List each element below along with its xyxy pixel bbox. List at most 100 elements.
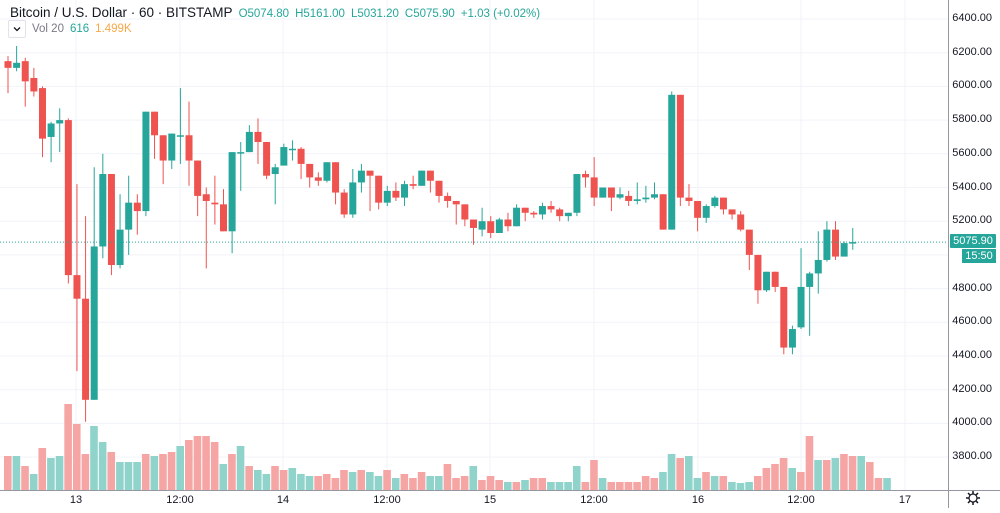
volume-bar	[667, 454, 676, 490]
candle-body	[616, 194, 624, 198]
volume-bar	[141, 454, 150, 490]
candle-body	[271, 167, 279, 175]
volume-bar	[814, 460, 822, 490]
candle-body	[538, 206, 546, 215]
volume-bar	[874, 478, 883, 490]
time-axis-label: 13	[69, 494, 83, 506]
candle-body	[116, 229, 124, 266]
candle-body	[832, 229, 840, 257]
symbol-legend: Bitcoin / U.S. Dollar · 60 · BITSTAMP O5…	[10, 5, 540, 20]
candle-body	[426, 170, 434, 181]
volume-bar	[495, 480, 503, 490]
candle-body	[573, 174, 581, 213]
candle-body	[176, 135, 184, 137]
current-price-tag: 5075.90	[950, 234, 996, 248]
candle-body	[452, 200, 460, 205]
candle-body	[780, 286, 788, 348]
candle-body	[228, 152, 236, 232]
candle-body	[607, 187, 615, 198]
volume-bar	[771, 464, 779, 490]
candle-body	[263, 142, 271, 176]
candle-body	[547, 206, 555, 210]
volume-bar	[331, 478, 340, 490]
volume-bar	[547, 482, 555, 490]
candle-body	[504, 219, 512, 227]
candle-body	[211, 202, 219, 205]
chart-settings-button[interactable]	[965, 490, 981, 506]
candle-body	[814, 259, 822, 274]
candle-body	[513, 207, 521, 227]
candle-body	[676, 94, 684, 198]
candle-body	[461, 204, 469, 220]
price-axis-label: 4800.00	[952, 281, 992, 294]
volume-bar	[305, 476, 314, 490]
volume-bar	[822, 460, 831, 490]
candle-body	[245, 131, 253, 153]
volume-bar	[736, 483, 745, 490]
candle-body	[185, 135, 193, 161]
time-axis-label: 14	[276, 494, 290, 506]
candle-body	[254, 131, 262, 143]
price-axis-label: 5400.00	[952, 180, 992, 193]
volume-legend: Vol 20 616 1.499K	[8, 20, 132, 38]
candle-body	[349, 182, 357, 215]
volume-bar	[676, 458, 684, 490]
candle-body	[788, 329, 796, 348]
volume-ma-value: 1.499K	[95, 23, 132, 35]
time-axis-label: 12:00	[166, 494, 194, 506]
candle-body	[323, 162, 331, 181]
price-axis-label: 4600.00	[952, 315, 992, 328]
volume-value: 616	[69, 23, 90, 35]
volume-bar	[883, 478, 891, 490]
volume-bar	[469, 466, 478, 490]
volume-bar	[693, 478, 702, 490]
volume-bar	[762, 468, 771, 490]
volume-bar	[409, 478, 417, 490]
candle-body	[297, 148, 305, 164]
volume-bar	[228, 454, 236, 490]
candle-body	[332, 162, 340, 193]
price-axis-label: 4200.00	[952, 382, 992, 395]
volume-bar	[443, 464, 452, 490]
volume-bar	[4, 456, 12, 490]
symbol-title[interactable]: Bitcoin / U.S. Dollar · 60 · BITSTAMP	[10, 5, 233, 20]
low-value: L5031.20	[350, 8, 399, 20]
volume-bar	[857, 456, 865, 490]
change-value: +1.03 (+0.02%)	[460, 8, 541, 20]
volume-bar	[659, 472, 667, 490]
volume-bar	[435, 476, 443, 490]
time-axis-label: 12:00	[373, 494, 401, 506]
volume-bar	[297, 474, 305, 490]
candle-body	[73, 275, 81, 299]
volume-bar	[159, 454, 167, 490]
time-axis-label: 15	[483, 494, 497, 506]
candle-body	[478, 221, 486, 230]
candle-body	[469, 219, 477, 228]
volume-bar	[400, 474, 409, 490]
volume-bar	[866, 462, 874, 490]
candle-body	[702, 206, 710, 218]
collapse-legend-button[interactable]	[8, 20, 26, 38]
volume-bar	[185, 440, 193, 490]
volume-bar	[521, 480, 529, 490]
volume-bar	[719, 476, 728, 490]
candle-body	[651, 194, 658, 198]
volume-bar	[728, 482, 736, 490]
volume-bar	[391, 478, 400, 490]
volume-bar	[555, 482, 564, 490]
volume-indicator-label[interactable]: Vol 20	[32, 23, 64, 35]
candle-body	[823, 229, 831, 260]
candle-body	[13, 62, 21, 68]
volume-bar	[38, 448, 47, 490]
candle-body	[401, 184, 409, 198]
volume-bar	[564, 482, 572, 490]
time-axis-label: 12:00	[580, 494, 608, 506]
volume-bar	[590, 460, 598, 490]
volume-bar	[29, 474, 38, 490]
candle-body	[202, 194, 210, 201]
volume-bar	[21, 466, 29, 490]
candle-body	[418, 170, 426, 186]
candle-body	[56, 120, 64, 124]
